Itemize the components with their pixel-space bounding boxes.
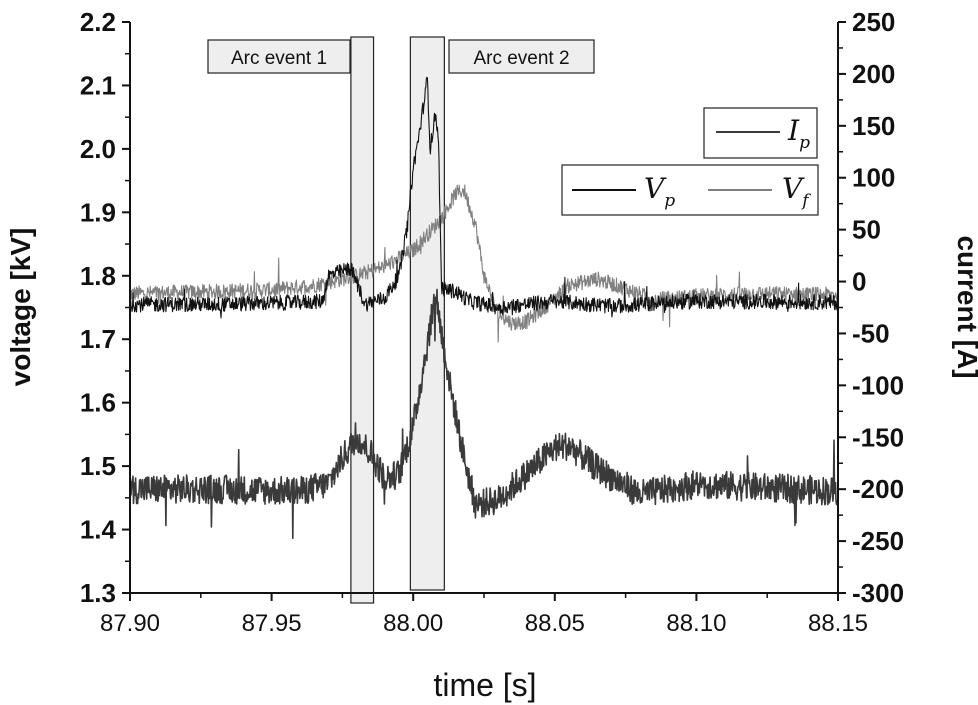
y-right-tick-label: -300 [852,578,904,608]
y-left-tick-label: 1.7 [80,324,116,354]
arc-event-label-1: Arc event 1 [231,48,327,69]
y-right-tick-label: 0 [852,267,866,297]
x-axis-label: time [s] [433,667,536,703]
y-right-tick-label: -200 [852,474,904,504]
y-left-tick-label: 1.9 [80,197,116,227]
y-left-tick-label: 1.4 [80,515,117,545]
y-right-tick-label: -150 [852,422,904,452]
y-right-tick-label: 50 [852,215,881,245]
y-left-tick-label: 1.6 [80,388,116,418]
x-tick-label: 87.95 [242,610,302,637]
y-right-tick-label: -50 [852,318,890,348]
arc-event-box-1 [351,37,374,603]
y-axis-left-label: voltage [kV] [5,228,36,387]
series-line-ip [130,289,838,538]
y-left-tick-label: 1.3 [80,578,116,608]
y-right-tick-label: 100 [852,163,895,193]
y-right-tick-label: -250 [852,526,904,556]
y-left-tick-label: 1.5 [80,451,116,481]
x-tick-label: 88.05 [525,610,585,637]
y-left-tick-label: 1.8 [80,261,116,291]
y-left-tick-label: 2.1 [80,70,116,100]
y-right-tick-label: -100 [852,370,904,400]
y-axis-right-label: current [A] [952,235,978,378]
x-tick-label: 88.10 [666,610,726,637]
x-tick-label: 88.15 [808,610,868,637]
y-left-tick-label: 2.0 [80,134,116,164]
y-right-tick-label: 150 [852,111,895,141]
y-right-tick-label: 250 [852,7,895,37]
y-right-tick-label: 200 [852,59,895,89]
x-tick-label: 88.00 [383,610,443,637]
y-left-tick-label: 2.2 [80,7,116,37]
arc-event-label-2: Arc event 2 [473,48,569,69]
x-tick-label: 87.90 [100,610,160,637]
